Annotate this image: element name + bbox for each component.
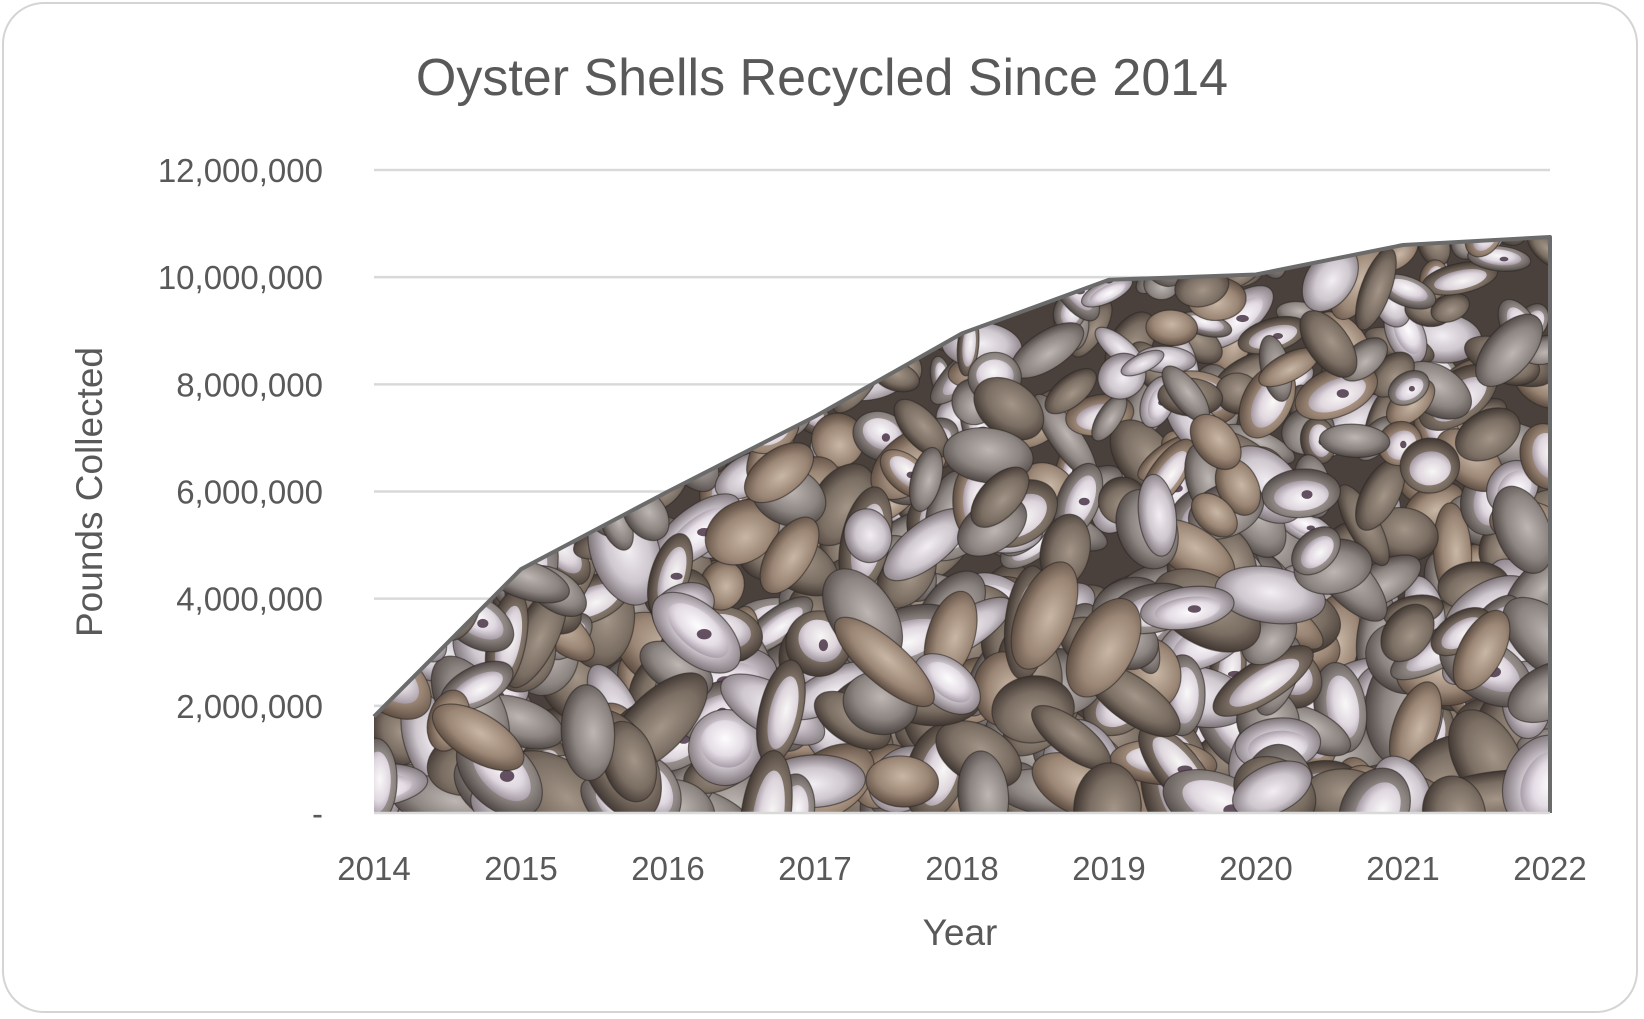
y-tick-label: 8,000,000	[176, 366, 323, 403]
y-axis-tick-labels: - 2,000,000 4,000,000 6,000,000 8,000,000 10,…	[158, 152, 323, 832]
x-tick-label: 2017	[778, 850, 851, 887]
x-axis-tick-labels: 2014 2015 2016 2017 2018 2019 2020 2021 2022	[337, 850, 1586, 887]
y-tick-label: 4,000,000	[176, 581, 323, 618]
x-tick-label: 2022	[1513, 850, 1586, 887]
y-tick-label: 2,000,000	[176, 688, 323, 725]
chart-title: Oyster Shells Recycled Since 2014	[416, 49, 1228, 107]
oyster-shell-texture	[374, 237, 1550, 813]
y-axis-title: Pounds Collected	[69, 347, 110, 637]
y-tick-label: 10,000,000	[158, 259, 323, 296]
x-tick-label: 2020	[1219, 850, 1292, 887]
x-tick-label: 2018	[925, 850, 998, 887]
y-tick-label: 12,000,000	[158, 152, 323, 189]
y-tick-label: -	[312, 795, 323, 832]
x-tick-label: 2019	[1072, 850, 1145, 887]
x-tick-label: 2021	[1366, 850, 1439, 887]
x-tick-label: 2015	[484, 850, 557, 887]
x-tick-label: 2016	[631, 850, 704, 887]
x-axis-title: Year	[923, 912, 998, 953]
y-tick-label: 6,000,000	[176, 474, 323, 511]
area-series-outline	[372, 235, 1552, 813]
x-tick-label: 2014	[337, 850, 410, 887]
